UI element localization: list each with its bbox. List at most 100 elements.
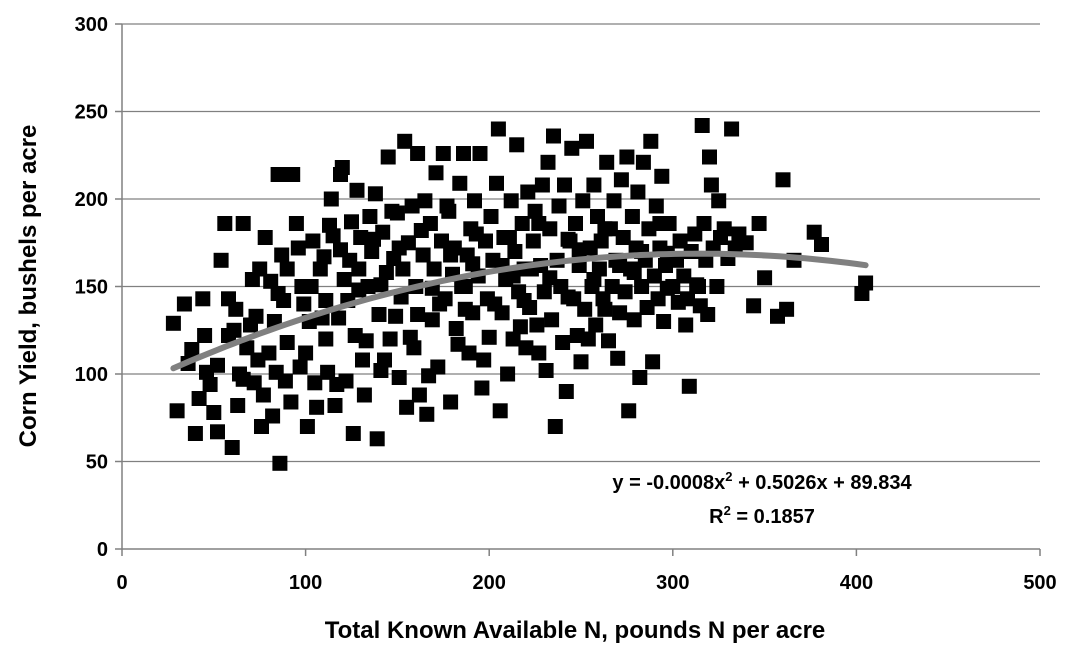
data-point: [542, 270, 558, 286]
data-point: [309, 399, 325, 415]
data-point: [472, 146, 488, 161]
data-point: [700, 307, 716, 322]
data-point: [272, 455, 288, 471]
data-point: [599, 154, 615, 170]
data-point: [421, 368, 437, 384]
data-point: [588, 317, 604, 333]
data-point: [307, 375, 323, 391]
data-point: [263, 273, 279, 289]
data-point: [575, 193, 591, 209]
data-point: [377, 352, 392, 368]
data-point: [230, 398, 246, 413]
data-point: [404, 198, 420, 214]
data-point: [419, 406, 435, 422]
data-point: [345, 426, 361, 441]
data-point: [538, 363, 554, 378]
data-point: [239, 340, 255, 356]
data-point: [382, 331, 398, 347]
data-point: [410, 146, 426, 161]
x-tick-label: 300: [656, 572, 689, 594]
data-point: [468, 226, 484, 242]
data-point: [443, 394, 459, 410]
data-point: [316, 249, 332, 265]
data-point: [373, 277, 389, 293]
data-point: [410, 307, 426, 322]
data-point: [694, 118, 710, 133]
data-point: [501, 230, 517, 245]
data-point: [362, 209, 378, 224]
data-point: [235, 371, 251, 387]
x-tick-label: 500: [1023, 572, 1056, 594]
data-point: [402, 329, 418, 345]
data-point: [270, 286, 286, 301]
data-point: [378, 265, 394, 280]
data-point: [645, 354, 661, 370]
data-point: [531, 345, 547, 361]
data-point: [448, 321, 464, 336]
y-tick-label: 50: [86, 452, 108, 474]
data-point: [336, 272, 352, 287]
data-point: [206, 405, 222, 420]
data-point: [364, 244, 380, 259]
data-point: [624, 209, 640, 224]
data-point: [435, 146, 451, 161]
data-point: [617, 284, 633, 300]
data-point: [560, 289, 576, 305]
data-point: [367, 186, 383, 202]
trendline-equation: y = -0.0008x2 + 0.5026x + 89.834: [612, 469, 912, 494]
data-point: [283, 394, 299, 410]
data-point: [503, 193, 519, 209]
data-point: [505, 331, 521, 347]
data-point: [621, 403, 637, 419]
data-point: [213, 252, 229, 268]
data-point: [516, 293, 532, 308]
x-tick-label: 400: [840, 572, 873, 594]
data-point: [428, 165, 444, 181]
y-axis-title: Corn Yield, bushels per acre: [15, 125, 42, 448]
x-axis-title: Total Known Available N, pounds N per ac…: [325, 617, 826, 644]
data-point: [547, 419, 563, 434]
data-point: [648, 198, 664, 214]
data-point: [678, 317, 694, 333]
data-point: [525, 233, 541, 249]
data-point: [536, 284, 552, 300]
data-point: [270, 167, 286, 182]
data-point: [467, 193, 482, 209]
data-point: [331, 310, 347, 326]
data-point: [169, 403, 185, 419]
data-point: [626, 265, 642, 280]
data-point: [443, 247, 459, 263]
data-point: [551, 198, 567, 214]
data-point: [634, 279, 650, 294]
data-point: [296, 296, 312, 312]
data-point: [344, 214, 359, 230]
data-point: [358, 333, 374, 349]
data-point: [586, 272, 602, 287]
data-point: [366, 231, 381, 247]
data-point: [299, 419, 315, 434]
data-point: [305, 233, 321, 249]
data-point: [630, 184, 646, 200]
r-squared: R2 = 0.1857: [709, 503, 815, 528]
data-point: [210, 357, 225, 373]
data-point: [349, 182, 365, 198]
x-tick-labels: 0 100 200 300 400 500: [116, 549, 1057, 594]
data-point: [711, 193, 727, 209]
data-point: [165, 315, 181, 331]
data-point: [751, 216, 767, 231]
data-point: [568, 216, 583, 231]
data-point: [612, 305, 628, 321]
data-point: [322, 217, 337, 233]
data-point: [184, 342, 200, 357]
data-point: [681, 378, 697, 394]
data-point: [327, 398, 343, 413]
data-point: [490, 121, 506, 137]
data-point: [520, 184, 536, 200]
data-point: [323, 191, 339, 207]
data-point: [432, 296, 448, 312]
data-point: [351, 261, 367, 277]
x-tick-label: 0: [116, 572, 127, 594]
data-point: [292, 359, 308, 375]
data-point: [604, 279, 620, 294]
data-point: [395, 261, 411, 277]
